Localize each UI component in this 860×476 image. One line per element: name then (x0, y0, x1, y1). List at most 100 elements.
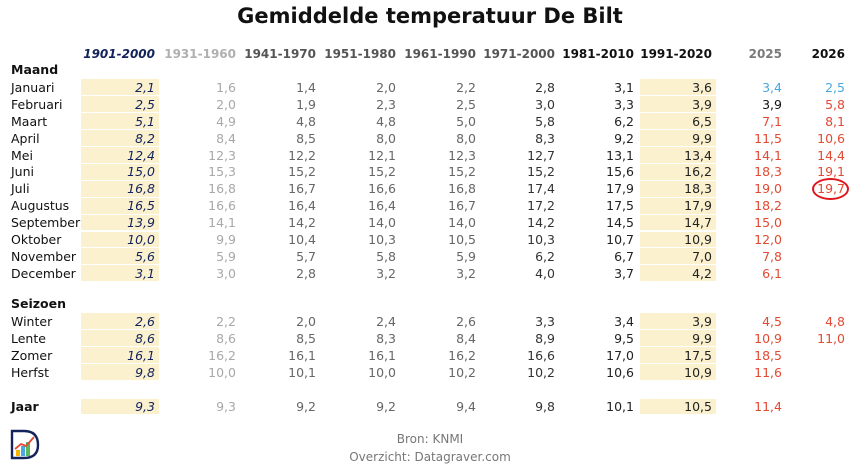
table-cell: 15,0 (754, 215, 782, 231)
table-cell: 5,8 (535, 113, 555, 129)
table-cell: 10,5 (448, 232, 476, 247)
table-cell: 10,0 (368, 364, 396, 380)
table-cell: 9,8 (135, 364, 155, 380)
table-cell: 2,5 (456, 96, 476, 112)
highlight-cell (81, 214, 159, 231)
table-cell: 13,1 (606, 147, 634, 163)
table-cell: 12,4 (127, 147, 155, 163)
highlight-cell (640, 330, 716, 347)
table-cell: 8,6 (135, 330, 155, 346)
table-cell: 3,6 (692, 79, 712, 95)
table-cell: 8,4 (456, 330, 476, 346)
highlight-cell (81, 231, 159, 248)
table-cell: 4,5 (762, 313, 782, 329)
column-header: 2025 (748, 47, 782, 61)
footer-source: Bron: KNMI (396, 432, 464, 446)
table-cell: 9,8 (535, 399, 555, 414)
table-cell: 2,2 (456, 79, 476, 95)
highlight-cell (81, 163, 159, 180)
row-label: Maart (11, 113, 48, 129)
table-cell: 18,2 (754, 198, 782, 214)
table-cell: 9,9 (692, 130, 712, 146)
highlight-cell (81, 364, 159, 380)
highlight-cell (640, 248, 716, 265)
highlight-cell (640, 197, 716, 214)
table-cell: 14,5 (606, 215, 634, 231)
table-cell: 9,2 (376, 399, 396, 414)
table-cell: 19,1 (817, 164, 845, 180)
highlight-cell (640, 79, 716, 96)
table-cell: 16,2 (208, 347, 236, 363)
row-label: Juli (11, 181, 30, 197)
table-cell: 4,9 (216, 113, 236, 129)
column-header: 1901-2000 (83, 47, 155, 61)
highlight-cell (640, 398, 716, 415)
column-header: 1931-1960 (164, 47, 236, 61)
highlight-cell (640, 214, 716, 231)
table-cell: 19,0 (754, 181, 782, 197)
table-cell: 2,5 (825, 79, 845, 95)
table-cell: 16,8 (448, 181, 476, 197)
highlight-cell (81, 347, 159, 364)
highlight-cell (81, 147, 159, 163)
table-cell: 8,1 (825, 113, 845, 129)
row-label: April (11, 130, 40, 146)
table-cell: 15,6 (606, 164, 634, 180)
row-label: September (11, 215, 81, 231)
table-cell: 16,1 (288, 347, 316, 363)
highlight-cell (81, 79, 159, 96)
column-header: 2026 (811, 47, 845, 61)
table-cell: 3,2 (376, 265, 396, 281)
table-cell: 12,2 (288, 147, 316, 163)
table-cell: 2,6 (456, 313, 476, 329)
table-cell: 14,0 (368, 215, 396, 231)
table-cell: 2,3 (376, 96, 396, 112)
table-cell: 17,0 (606, 347, 634, 363)
table-cell: 11,5 (754, 130, 782, 146)
highlight-cell (81, 113, 159, 130)
table-cell: 13,4 (684, 147, 712, 163)
table-cell: 2,0 (216, 96, 236, 112)
table-cell: 8,5 (296, 130, 316, 146)
table-cell: 9,2 (296, 399, 316, 414)
table-cell: 10,3 (368, 232, 396, 247)
row-label: Jaar (11, 399, 39, 414)
table-cell: 14,7 (684, 215, 712, 231)
table-cell: 10,7 (606, 232, 634, 247)
table-cell: 5,9 (456, 248, 476, 264)
table-cell: 5,1 (135, 113, 155, 129)
row-label: Augustus (11, 198, 70, 214)
table-cell: 8,6 (216, 330, 236, 346)
table-cell: 16,1 (127, 347, 155, 363)
column-header: 1941-1970 (244, 47, 316, 61)
table-cell: 12,3 (448, 147, 476, 163)
table-cell: 10,3 (527, 232, 555, 247)
row-label: November (11, 248, 77, 264)
section-heading: Maand (11, 62, 59, 77)
table-cell: 3,1 (614, 79, 634, 95)
table-cell: 16,2 (448, 347, 476, 363)
table-cell: 10,6 (817, 130, 845, 146)
table-cell: 5,9 (216, 248, 236, 264)
table-cell: 9,3 (216, 399, 236, 414)
table-cell: 10,1 (288, 364, 316, 380)
table-cell: 17,9 (606, 181, 634, 197)
table-cell: 14,1 (754, 147, 782, 163)
table-cell: 14,1 (208, 215, 236, 231)
table-cell: 17,5 (606, 198, 634, 214)
table-cell: 15,2 (288, 164, 316, 180)
table-cell: 1,9 (296, 96, 316, 112)
table-cell: 5,8 (376, 248, 396, 264)
table-cell: 6,2 (614, 113, 634, 129)
highlight-cell (81, 96, 159, 113)
table-cell: 10,2 (448, 364, 476, 380)
highlight-cell (81, 330, 159, 347)
table-cell: 8,9 (535, 330, 555, 346)
table-cell: 9,4 (456, 399, 476, 414)
table-cell: 15,0 (127, 164, 155, 180)
table-cell: 10,0 (127, 232, 155, 247)
table-cell: 8,3 (376, 330, 396, 346)
table-cell: 3,4 (762, 79, 782, 95)
table-cell: 10,9 (754, 330, 782, 346)
table-cell: 1,4 (296, 79, 316, 95)
